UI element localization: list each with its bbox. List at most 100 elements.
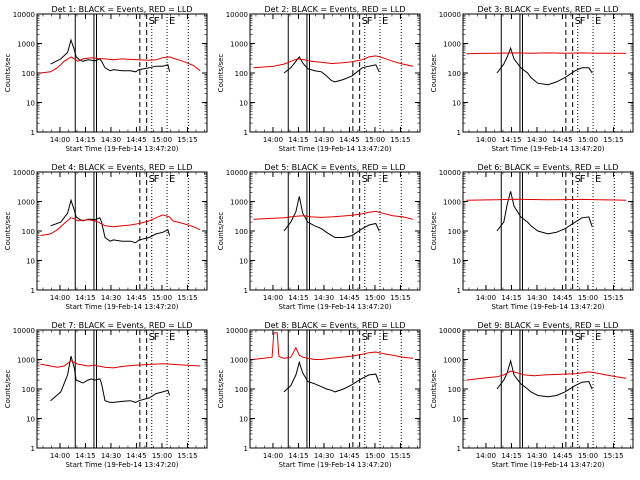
x-tick-label: 14:15 (501, 452, 521, 460)
series-line-lld (40, 56, 201, 74)
x-tick-label: 14:00 (476, 452, 496, 460)
y-tick-label: 10000 (439, 11, 461, 19)
x-axis-label: Start Time (19-Feb-14 13:47:20) (491, 461, 604, 469)
marker-label: E (169, 174, 175, 185)
y-tick-label: 10 (26, 100, 35, 108)
x-tick-label: 15:00 (365, 294, 385, 302)
y-tick-label: 10000 (226, 327, 248, 335)
x-tick-label: 14:30 (101, 294, 121, 302)
y-axis-label: Counts/sec (430, 54, 438, 93)
y-tick-label: 100 (22, 70, 35, 78)
y-tick-label: 10 (452, 416, 461, 424)
y-tick-label: 10 (26, 416, 35, 424)
marker-label: E (169, 332, 175, 343)
x-tick-label: 14:00 (50, 136, 70, 144)
series-line-events (283, 196, 380, 238)
x-tick-label: 14:15 (501, 136, 521, 144)
y-tick-label: 1000 (17, 41, 35, 49)
series-line-lld (253, 55, 414, 69)
x-axis-label: Start Time (19-Feb-14 13:47:20) (65, 461, 178, 469)
x-tick-label: 14:00 (263, 452, 283, 460)
y-tick-label: 1 (31, 445, 35, 453)
y-tick-label: 10 (452, 100, 461, 108)
x-tick-label: 15:15 (390, 136, 410, 144)
x-tick-label: 15:00 (365, 452, 385, 460)
y-tick-label: 1 (457, 129, 461, 137)
marker-label: E (169, 16, 175, 27)
x-tick-label: 14:15 (501, 294, 521, 302)
series-line-events (496, 358, 593, 398)
x-axis-label: Start Time (19-Feb-14 13:47:20) (278, 461, 391, 469)
series-line-events (50, 355, 171, 403)
plot-frame (249, 171, 421, 291)
x-tick-label: 15:00 (578, 452, 598, 460)
x-axis-label: Start Time (19-Feb-14 13:47:20) (278, 145, 391, 153)
marker-label: F (580, 174, 586, 185)
marker-label: S (149, 174, 155, 185)
y-tick-label: 10000 (13, 11, 35, 19)
marker-label: F (367, 332, 373, 343)
x-tick-label: 15:15 (603, 294, 623, 302)
y-axis-label: Counts/sec (217, 212, 225, 251)
y-tick-label: 10000 (439, 169, 461, 177)
plot-frame (462, 329, 634, 449)
y-axis-label: Counts/sec (217, 370, 225, 409)
plot-frame (36, 13, 208, 133)
y-tick-label: 1000 (443, 41, 461, 49)
series-line-events (50, 38, 171, 73)
x-tick-label: 14:45 (339, 452, 359, 460)
marker-label: S (362, 332, 368, 343)
y-tick-label: 10 (26, 258, 35, 266)
series-line-events (283, 55, 380, 83)
series-line-events (283, 360, 380, 393)
panel-title: Det 6: BLACK = Events, RED = LLD (478, 163, 619, 172)
x-tick-label: 15:15 (177, 452, 197, 460)
panel-det-6: Det 6: BLACK = Events, RED = LLD 1 10 100 10… (430, 163, 634, 311)
marker-label: S (149, 332, 155, 343)
y-axis-label: Counts/sec (4, 212, 12, 251)
panel-title: Det 4: BLACK = Events, RED = LLD (52, 163, 193, 172)
y-axis-label: Counts/sec (4, 370, 12, 409)
x-tick-label: 15:00 (152, 452, 172, 460)
x-axis-label: Start Time (19-Feb-14 13:47:20) (491, 145, 604, 153)
x-tick-label: 14:45 (126, 452, 146, 460)
y-tick-label: 100 (22, 386, 35, 394)
x-tick-label: 15:00 (152, 294, 172, 302)
x-tick-label: 14:45 (339, 294, 359, 302)
y-tick-label: 100 (235, 70, 248, 78)
y-tick-label: 1 (457, 287, 461, 295)
x-tick-label: 14:15 (288, 136, 308, 144)
y-tick-label: 10 (239, 258, 248, 266)
x-tick-label: 15:00 (578, 136, 598, 144)
marker-label: F (367, 16, 373, 27)
plot-frame (462, 171, 634, 291)
series-line-lld (466, 52, 627, 55)
x-tick-label: 14:45 (126, 136, 146, 144)
y-tick-label: 100 (235, 228, 248, 236)
marker-label: E (595, 16, 601, 27)
series-line-lld (40, 360, 201, 369)
series-line-lld (253, 210, 414, 220)
y-axis-label: Counts/sec (4, 54, 12, 93)
panel-title: Det 3: BLACK = Events, RED = LLD (478, 5, 619, 14)
marker-label: S (575, 174, 581, 185)
x-tick-label: 14:30 (314, 452, 334, 460)
plot-frame (249, 329, 421, 449)
marker-label: E (595, 174, 601, 185)
marker-label: E (382, 332, 388, 343)
marker-label: S (575, 16, 581, 27)
panel-det-7: Det 7: BLACK = Events, RED = LLD 1 10 100 10… (4, 321, 208, 469)
series-line-lld (253, 332, 414, 360)
marker-label: S (575, 332, 581, 343)
y-tick-label: 10 (239, 416, 248, 424)
panel-det-1: Det 1: BLACK = Events, RED = LLD 1 10 100 10… (4, 5, 208, 153)
y-tick-label: 1000 (230, 357, 248, 365)
x-tick-label: 14:00 (50, 294, 70, 302)
x-tick-label: 15:15 (603, 452, 623, 460)
y-tick-label: 1000 (443, 199, 461, 207)
y-tick-label: 10000 (439, 327, 461, 335)
plot-frame (249, 13, 421, 133)
y-tick-label: 10 (239, 100, 248, 108)
series-line-events (496, 191, 593, 235)
panel-det-2: Det 2: BLACK = Events, RED = LLD 1 10 100 10… (217, 5, 421, 153)
